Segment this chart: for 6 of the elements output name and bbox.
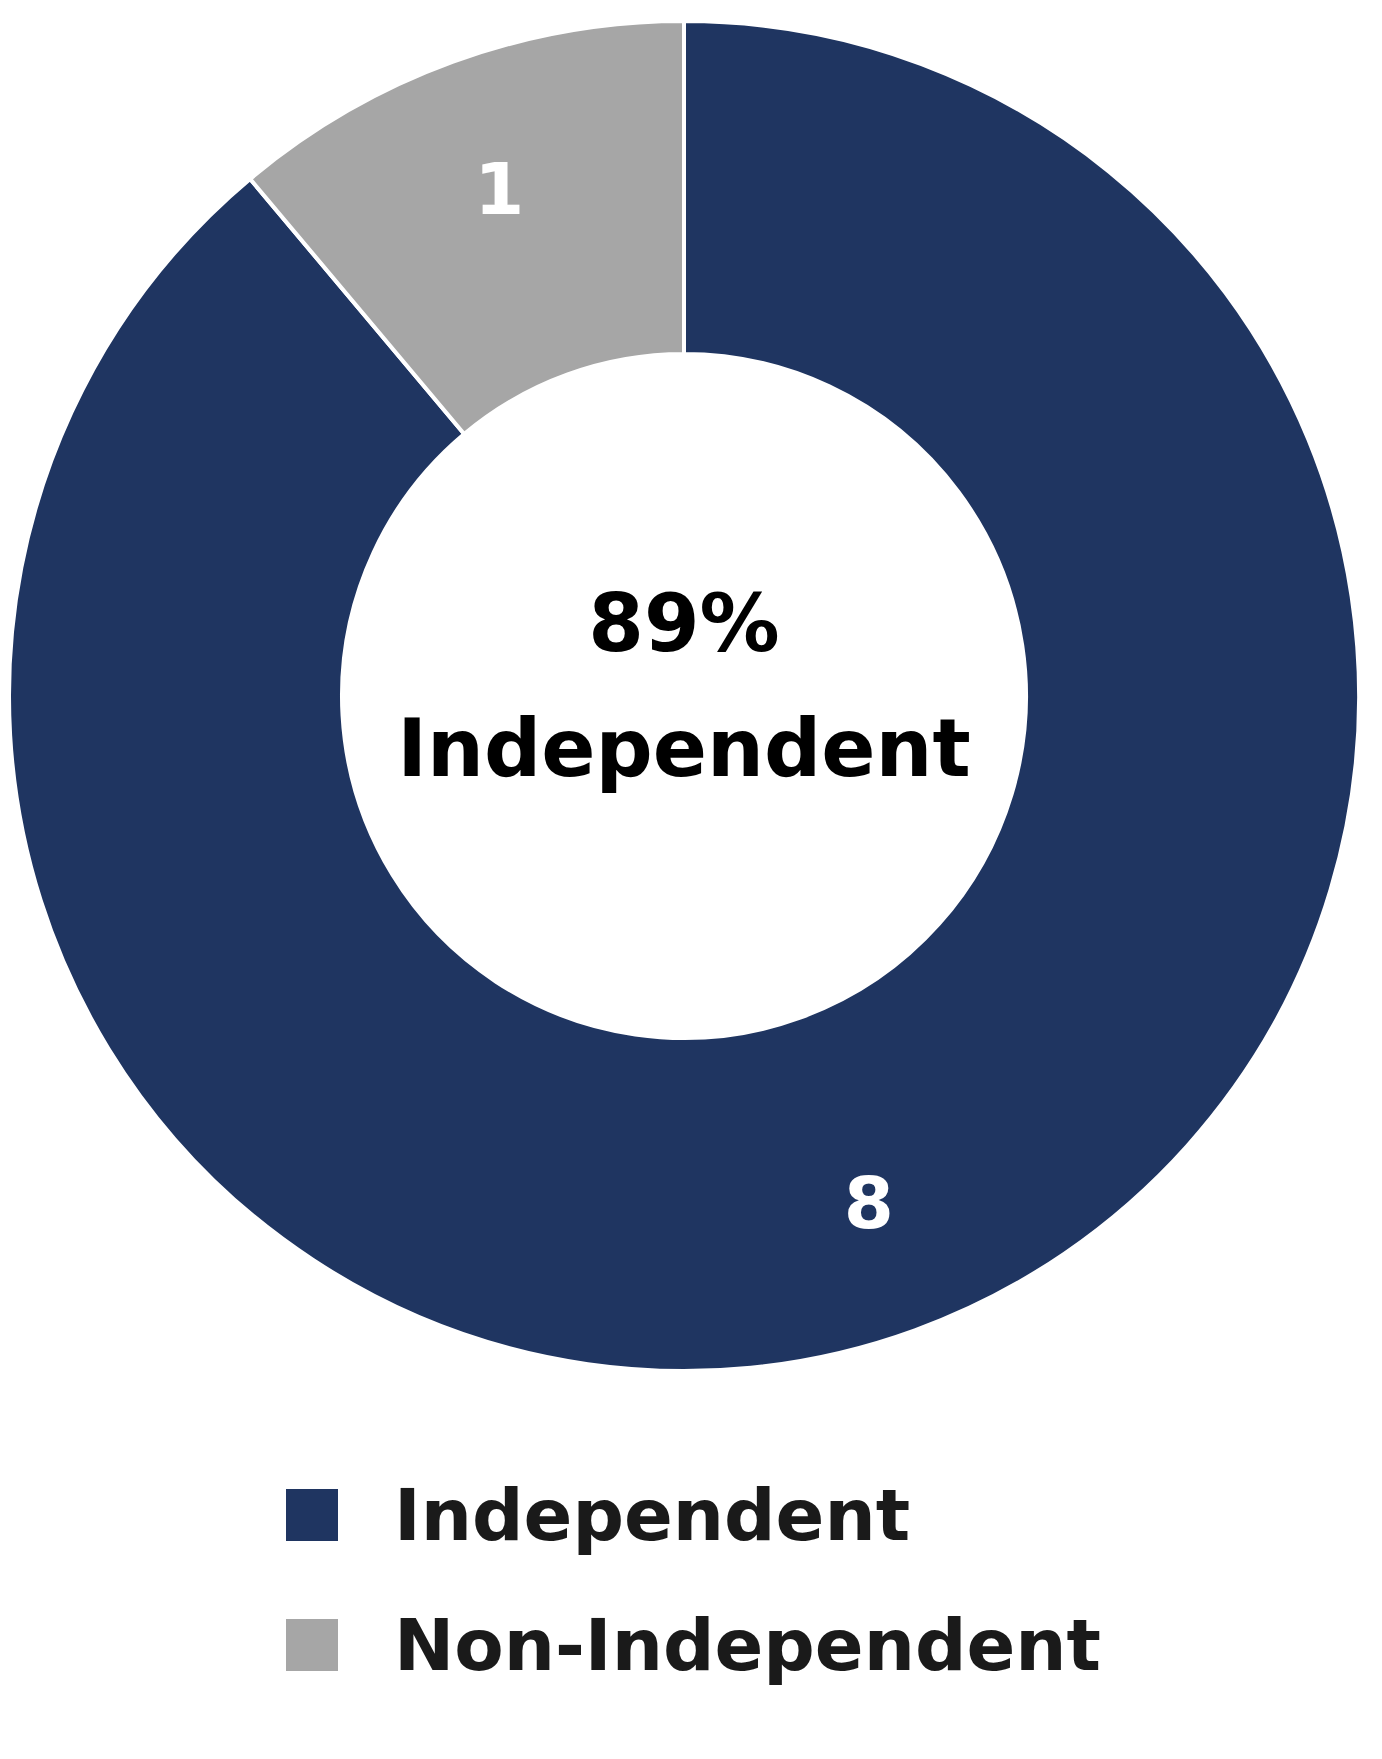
legend-label: Non-Independent xyxy=(394,1603,1101,1687)
text: 89% xyxy=(588,577,780,670)
text: Independent xyxy=(397,702,971,795)
data-label: 1 xyxy=(474,146,525,231)
legend-label: Independent xyxy=(394,1473,911,1557)
data-label: 8 xyxy=(843,1161,894,1246)
